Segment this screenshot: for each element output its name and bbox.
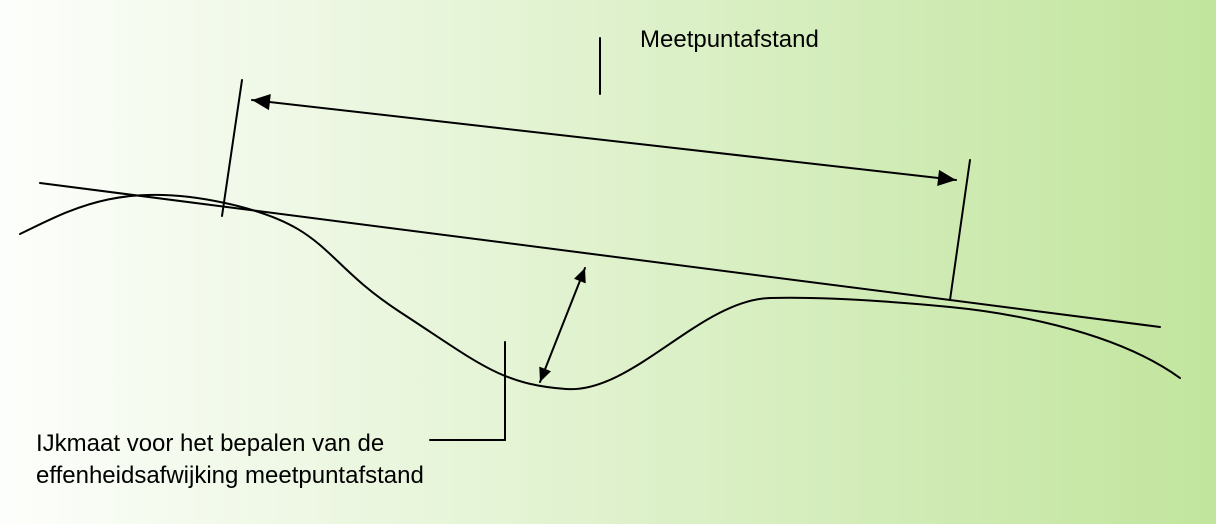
extension-line-left bbox=[222, 80, 242, 216]
gap-dimension-line bbox=[540, 268, 585, 382]
label-ijkmaat: IJkmaat voor het bepalen van de effenhei… bbox=[36, 428, 424, 493]
dimension-line-top bbox=[252, 100, 956, 180]
tangent-line bbox=[40, 183, 1160, 327]
surface-curve bbox=[20, 195, 1180, 389]
diagram-canvas: Meetpuntafstand IJkmaat voor het bepalen… bbox=[0, 0, 1216, 524]
label-meetpuntafstand: Meetpuntafstand bbox=[640, 24, 819, 56]
dimension-arrow-right bbox=[937, 170, 956, 186]
dimension-arrow-left bbox=[252, 94, 271, 110]
extension-line-right bbox=[950, 160, 970, 300]
